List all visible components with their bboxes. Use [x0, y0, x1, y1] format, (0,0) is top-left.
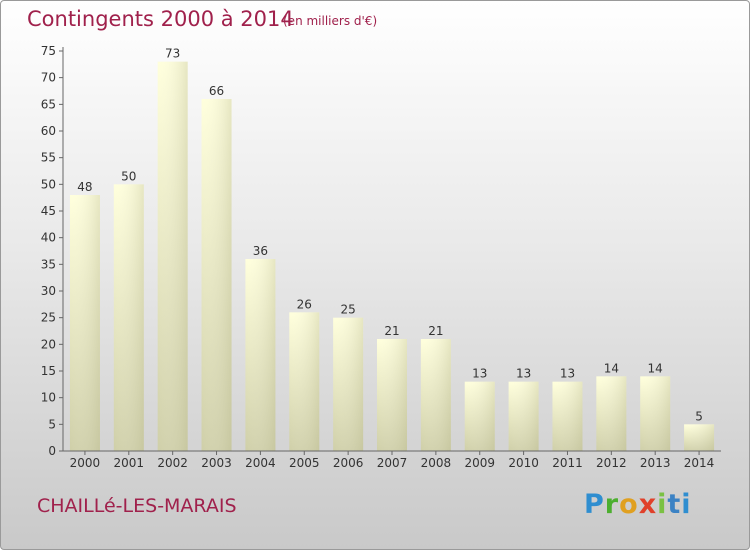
bar-shade — [464, 381, 495, 451]
chart-unit-label: (en milliers d'€) — [283, 14, 378, 28]
y-tick-label: 5 — [48, 417, 56, 431]
x-tick-label: 2008 — [421, 456, 452, 470]
y-tick-label: 70 — [41, 71, 56, 85]
bar-shade — [113, 184, 144, 452]
y-tick-label: 10 — [41, 391, 56, 405]
bar-value-label: 50 — [121, 169, 136, 183]
bar-shade — [289, 312, 320, 451]
x-tick-label: 2012 — [596, 456, 627, 470]
bar-value-label: 73 — [165, 47, 180, 61]
x-tick-label: 2001 — [114, 456, 145, 470]
chart-title: Contingents 2000 à 2014 — [27, 7, 294, 31]
y-tick-label: 25 — [41, 311, 56, 325]
bar-value-label: 26 — [297, 297, 312, 311]
y-tick-label: 55 — [41, 151, 56, 165]
x-tick-label: 2009 — [464, 456, 495, 470]
x-tick-label: 2013 — [640, 456, 671, 470]
x-tick-label: 2010 — [508, 456, 539, 470]
x-tick-label: 2003 — [201, 456, 232, 470]
bar-shade — [684, 424, 715, 451]
y-tick-label: 65 — [41, 97, 56, 111]
x-axis: 2000 2001 2002 2003 2004 2005 2006 2007 2008 2009… — [63, 450, 721, 470]
bar-shade — [596, 376, 627, 451]
bar-value-label: 13 — [560, 367, 575, 381]
bars-group: 48 50 73 66 36 26 25 21 21 13 13 13 14 14 5 — [69, 47, 715, 452]
bar-value-label: 21 — [384, 324, 399, 338]
bar-shade — [420, 339, 451, 451]
bar-shade — [333, 317, 364, 451]
bar-shade — [245, 259, 276, 451]
bar-value-label: 21 — [428, 324, 443, 338]
y-tick-label: 40 — [41, 231, 56, 245]
y-tick-label: 0 — [48, 444, 56, 458]
bar-value-label: 14 — [604, 361, 619, 375]
bar-value-label: 13 — [472, 367, 487, 381]
bar-value-label: 36 — [253, 244, 268, 258]
bar-value-label: 14 — [648, 361, 663, 375]
y-tick-label: 60 — [41, 124, 56, 138]
bar-shade — [157, 61, 188, 452]
x-tick-label: 2002 — [157, 456, 188, 470]
bar-value-label: 25 — [340, 303, 355, 317]
bar-value-label: 13 — [516, 367, 531, 381]
x-tick-label: 2005 — [289, 456, 320, 470]
bar-shade — [552, 381, 583, 451]
y-tick-label: 15 — [41, 364, 56, 378]
x-tick-label: 2014 — [684, 456, 715, 470]
bar-value-label: 5 — [695, 409, 703, 423]
y-tick-label: 35 — [41, 257, 56, 271]
x-tick-label: 2004 — [245, 456, 276, 470]
y-tick-label: 75 — [41, 44, 56, 58]
x-tick-label: 2006 — [333, 456, 364, 470]
bar-shade — [201, 99, 232, 451]
bar-value-label: 48 — [77, 180, 92, 194]
commune-name: CHAILLé-LES-MARAIS — [37, 495, 237, 517]
bar-value-label: 66 — [209, 84, 224, 98]
proxiti-logo[interactable]: Proxiti — [584, 489, 692, 520]
x-tick-label: 2007 — [377, 456, 408, 470]
y-tick-label: 50 — [41, 177, 56, 191]
x-tick-label: 2000 — [70, 456, 101, 470]
bar-shade — [69, 195, 100, 451]
bar-shade — [377, 339, 407, 451]
y-tick-label: 45 — [41, 204, 56, 218]
y-tick-label: 30 — [41, 284, 56, 298]
x-tick-label: 2011 — [552, 456, 583, 470]
bar-shade — [640, 376, 671, 451]
y-axis: 0 5 10 15 20 25 30 35 40 45 50 55 60 65 70 75 — [41, 44, 64, 458]
bar-shade — [508, 381, 539, 451]
y-tick-label: 20 — [41, 337, 56, 351]
